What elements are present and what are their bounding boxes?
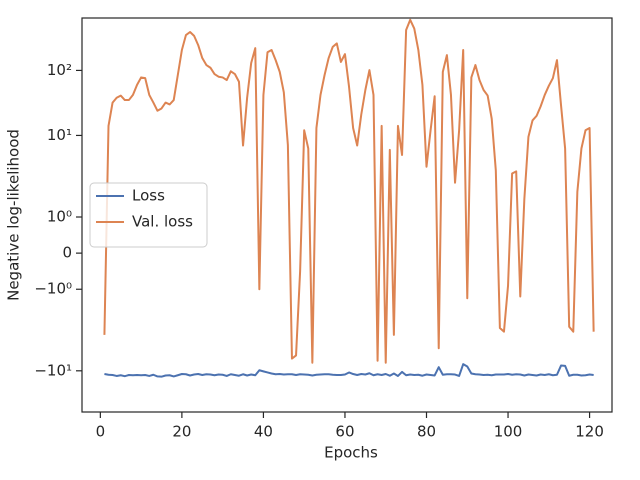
x-tick-label: 120 [575,423,604,441]
x-tick-label: 0 [96,423,106,441]
axes-frame [81,17,613,413]
y-tick-label: −10¹ [34,361,72,379]
series-line [103,18,595,364]
legend-label: Loss [132,187,165,205]
legend-label: Val. loss [132,213,193,231]
y-tick-label: 10⁰ [47,208,72,226]
x-tick-label: 60 [335,423,354,441]
y-axis-label: Negative log-likelihood [5,129,23,301]
x-axis-label: Epochs [324,444,378,462]
legend-frame [89,182,208,248]
y-tick-label: 10² [47,61,72,79]
y-tick-label: −10⁰ [34,280,72,298]
x-tick-label: 20 [172,423,191,441]
x-tick-label: 80 [417,423,436,441]
y-tick-label: 10¹ [47,126,72,144]
y-tick-label: 0 [62,244,72,262]
x-tick-label: 100 [494,423,523,441]
series-line [104,363,594,378]
x-tick-label: 40 [254,423,273,441]
